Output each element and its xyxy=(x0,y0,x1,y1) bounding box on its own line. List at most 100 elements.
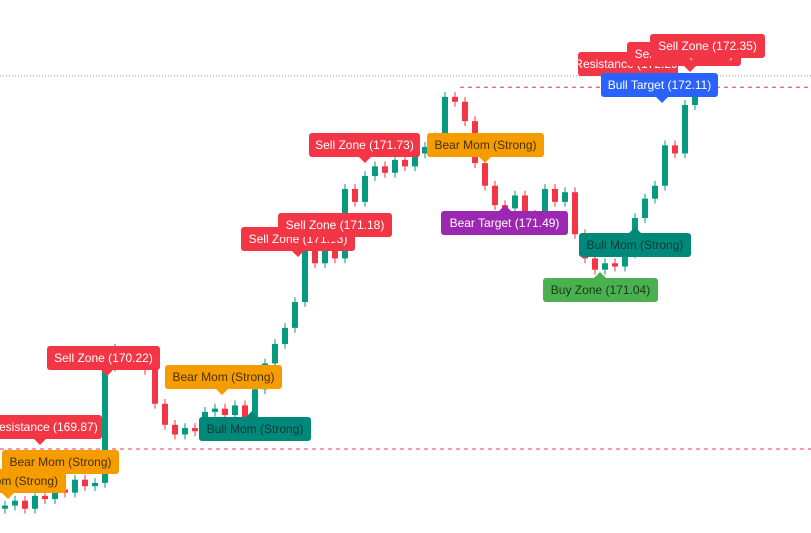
signal-label: Bear Mom (Strong) xyxy=(427,133,544,163)
candle-body xyxy=(622,253,628,267)
signal-label-pointer xyxy=(101,370,113,376)
candle-body xyxy=(662,145,668,186)
candle-body xyxy=(542,188,548,222)
signal-label-box xyxy=(0,415,102,439)
signal-label-box xyxy=(650,34,765,58)
signal-label-box xyxy=(601,73,718,97)
signal-label-text: Bull Mom (Strong) xyxy=(207,422,304,436)
signal-label: Bear Mom (Strong) xyxy=(2,450,119,480)
signal-label-box xyxy=(543,278,658,302)
signal-label-text: Sell Zone (172.35) xyxy=(658,39,757,53)
signal-label-pointer xyxy=(216,389,228,395)
signal-label-pointer xyxy=(34,439,46,445)
signal-label-box xyxy=(278,213,392,237)
signal-label-text: Sell Zone (171.18) xyxy=(286,218,385,232)
candle-body xyxy=(672,145,678,154)
candle-body xyxy=(302,247,308,303)
signal-label-text: Sell Zone (170.22) xyxy=(54,351,153,365)
candle-body xyxy=(452,96,458,102)
signal-label-pointer xyxy=(479,157,491,163)
candle-body xyxy=(642,198,648,219)
candle-body xyxy=(82,479,88,487)
candle-body xyxy=(652,185,658,199)
candle-body xyxy=(182,428,188,435)
candle-body xyxy=(612,263,618,267)
signal-label-pointer xyxy=(329,237,341,243)
candle-body xyxy=(72,479,78,493)
signal-label-pointer xyxy=(2,493,14,499)
candle-body xyxy=(462,101,468,122)
signal-label: Bear Mom (Strong) xyxy=(0,469,66,499)
candle-body xyxy=(212,408,218,412)
signal-label-pointer xyxy=(594,272,606,278)
candle-body xyxy=(322,250,328,264)
candle-body xyxy=(372,166,378,177)
candle-body xyxy=(32,495,38,509)
signal-label-pointer xyxy=(656,97,668,103)
candle-body xyxy=(192,428,198,432)
signal-label-box xyxy=(309,133,420,157)
signal-label-text: Bear Mom (Strong) xyxy=(172,370,274,384)
signal-label-text: Bear Mom (Strong) xyxy=(0,474,58,488)
signal-label-text: Bull Mom (Strong) xyxy=(587,238,684,252)
candle-body xyxy=(242,405,248,419)
signal-label-box xyxy=(199,417,311,441)
candle-body xyxy=(382,166,388,173)
candle-body xyxy=(562,192,568,202)
signal-label: Bull Target (172.11) xyxy=(601,73,718,103)
signal-label-pointer xyxy=(246,411,258,417)
signal-label-text: Resistance (169.87) xyxy=(0,420,98,434)
candle-body xyxy=(232,405,238,416)
signal-label: Buy Zone (171.04) xyxy=(543,272,658,302)
candle-body xyxy=(22,500,28,509)
signal-label-pointer xyxy=(499,205,511,211)
signal-label-text: Sell Zone (171.73) xyxy=(315,138,414,152)
signal-label-box xyxy=(165,365,282,389)
signal-label: Bull Mom (Strong) xyxy=(199,411,311,441)
signal-label-text: Bull Target (172.11) xyxy=(608,78,712,92)
candle-body xyxy=(12,500,18,506)
signal-label-box xyxy=(0,469,66,493)
candle-body xyxy=(2,505,8,509)
candle-body xyxy=(422,146,428,154)
candle-body xyxy=(412,153,418,167)
signal-label-box xyxy=(427,133,544,157)
candle-body xyxy=(592,258,598,270)
candle-body xyxy=(492,185,498,206)
candle-body xyxy=(52,489,58,500)
signal-label-text: Bear Target (171.49) xyxy=(450,216,560,230)
candle-body xyxy=(682,104,688,154)
candle-body xyxy=(362,176,368,202)
signal-label: Sell Zone (170.22) xyxy=(47,346,160,376)
candle-body xyxy=(152,369,158,404)
signal-label: Bull Mom (Strong) xyxy=(579,227,691,257)
candle-body xyxy=(402,159,408,167)
signal-label-box xyxy=(47,346,160,370)
candle-body xyxy=(512,195,518,209)
candle-body xyxy=(352,188,358,202)
candle-body xyxy=(162,403,168,425)
candle-body xyxy=(42,495,48,500)
signal-label-text: Bear Mom (Strong) xyxy=(434,138,536,152)
signal-label-text: Buy Zone (171.04) xyxy=(551,283,650,297)
signal-label-pointer xyxy=(292,251,304,257)
candle-body xyxy=(292,302,298,328)
candle-body xyxy=(222,408,228,416)
signal-label: Bear Mom (Strong) xyxy=(165,365,282,395)
candle-body xyxy=(602,263,608,270)
candle-body xyxy=(282,327,288,345)
signal-label-text: Bear Mom (Strong) xyxy=(9,455,111,469)
candle-body xyxy=(482,163,488,186)
signal-label-pointer xyxy=(694,58,706,64)
candle-body xyxy=(552,188,558,202)
signal-label: Sell Zone (172.35) xyxy=(650,34,765,64)
candle-body xyxy=(332,250,338,259)
candle-body xyxy=(102,366,108,483)
signal-label-box xyxy=(441,211,568,235)
candle-body xyxy=(442,96,448,138)
signal-label: Bear Target (171.49) xyxy=(441,205,568,235)
signal-label-pointer xyxy=(359,157,371,163)
candle-body xyxy=(172,424,178,435)
